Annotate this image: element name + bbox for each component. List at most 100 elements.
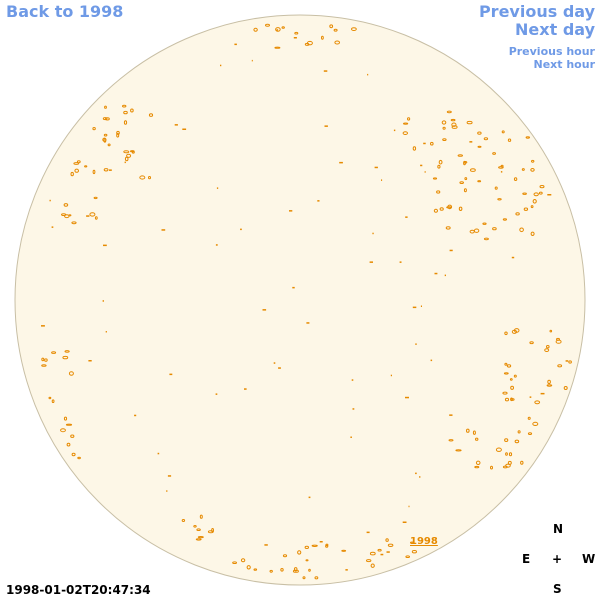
contour-mark bbox=[530, 205, 534, 209]
contour-mark bbox=[274, 46, 281, 49]
contour-mark bbox=[280, 568, 284, 572]
contour-mark bbox=[546, 345, 550, 349]
contour-mark bbox=[505, 452, 508, 456]
contour-mark bbox=[86, 215, 90, 217]
contour-mark bbox=[419, 476, 421, 478]
contour-mark bbox=[534, 400, 541, 405]
contour-mark bbox=[459, 181, 465, 185]
contour-mark bbox=[289, 210, 293, 212]
contour-mark bbox=[63, 203, 69, 207]
contour-mark bbox=[504, 331, 508, 336]
contour-mark bbox=[68, 371, 74, 376]
contour-mark bbox=[515, 212, 520, 216]
contour-mark bbox=[105, 117, 110, 121]
contour-mark bbox=[477, 131, 482, 135]
timestamp-label: 1998-01-02T20:47:34 bbox=[6, 583, 151, 597]
contour-mark bbox=[51, 399, 55, 404]
contour-mark bbox=[495, 447, 502, 452]
previous-day-link[interactable]: Previous day bbox=[478, 2, 595, 21]
contour-mark bbox=[215, 393, 218, 395]
contour-mark bbox=[412, 306, 417, 309]
contour-mark bbox=[269, 569, 273, 573]
previous-hour-link[interactable]: Previous hour bbox=[508, 45, 595, 58]
contour-mark bbox=[533, 192, 539, 197]
contour-mark bbox=[466, 428, 470, 433]
contour-mark bbox=[70, 171, 74, 177]
contour-mark bbox=[102, 300, 104, 302]
contour-mark bbox=[308, 496, 311, 499]
contour-mark bbox=[103, 133, 108, 137]
contour-mark bbox=[123, 120, 128, 125]
contour-mark bbox=[386, 551, 390, 553]
contour-mark bbox=[385, 538, 389, 542]
compass-center: + bbox=[552, 552, 563, 566]
contour-mark bbox=[60, 428, 66, 433]
contour-mark bbox=[408, 505, 410, 508]
contour-mark bbox=[475, 437, 479, 441]
contour-mark bbox=[530, 168, 535, 172]
contour-mark bbox=[293, 37, 297, 39]
contour-mark bbox=[381, 179, 383, 181]
contour-mark bbox=[446, 110, 452, 114]
contour-mark bbox=[390, 374, 392, 377]
contour-mark bbox=[92, 169, 96, 175]
contour-mark bbox=[94, 216, 98, 220]
contour-mark bbox=[264, 544, 268, 546]
contour-mark bbox=[366, 559, 372, 563]
contour-mark bbox=[41, 364, 47, 367]
contour-mark bbox=[451, 125, 458, 129]
contour-mark bbox=[447, 204, 453, 210]
contour-mark bbox=[161, 229, 166, 231]
next-day-link[interactable]: Next day bbox=[515, 20, 595, 39]
contour-mark bbox=[275, 27, 281, 32]
contour-mark bbox=[292, 569, 299, 573]
contour-mark bbox=[207, 530, 214, 534]
contour-mark bbox=[102, 117, 108, 121]
contour-mark bbox=[442, 138, 447, 142]
contour-mark bbox=[329, 24, 334, 29]
contour-mark bbox=[387, 543, 394, 547]
contour-mark bbox=[323, 70, 328, 72]
contour-mark bbox=[513, 177, 518, 182]
contour-mark bbox=[240, 558, 246, 563]
contour-mark bbox=[457, 154, 463, 157]
contour-mark bbox=[339, 161, 343, 164]
contour-mark bbox=[522, 192, 527, 195]
solar-disk bbox=[14, 14, 586, 586]
contour-mark bbox=[430, 359, 433, 362]
contour-mark bbox=[319, 541, 323, 543]
contour-mark bbox=[504, 397, 510, 402]
contour-mark bbox=[103, 168, 109, 172]
contour-mark bbox=[513, 374, 517, 378]
contour-mark bbox=[64, 350, 70, 353]
contour-mark bbox=[547, 194, 552, 196]
contour-mark bbox=[104, 105, 107, 109]
contour-mark bbox=[497, 198, 502, 201]
contour-mark bbox=[439, 207, 444, 211]
contour-mark bbox=[334, 40, 341, 45]
contour-mark bbox=[527, 416, 531, 420]
compass-east: E bbox=[522, 552, 531, 566]
contour-mark bbox=[350, 436, 352, 438]
contour-mark bbox=[511, 329, 518, 334]
contour-mark bbox=[436, 190, 441, 194]
contour-mark bbox=[325, 544, 329, 548]
contour-mark bbox=[538, 191, 543, 195]
contour-mark bbox=[393, 129, 396, 132]
contour-mark bbox=[130, 150, 135, 153]
contour-mark bbox=[92, 127, 96, 131]
contour-mark bbox=[519, 227, 524, 233]
contour-mark bbox=[448, 439, 454, 442]
contour-mark bbox=[511, 256, 515, 259]
contour-mark bbox=[372, 232, 374, 235]
contour-mark bbox=[514, 439, 520, 444]
contour-mark bbox=[415, 343, 417, 345]
contour-mark bbox=[197, 536, 204, 539]
contour-mark bbox=[411, 550, 417, 554]
next-hour-link[interactable]: Next hour bbox=[533, 58, 596, 71]
contour-mark bbox=[500, 164, 504, 168]
contour-mark bbox=[410, 541, 415, 544]
contour-mark bbox=[445, 226, 451, 230]
back-to-year-link[interactable]: Back to 1998 bbox=[6, 2, 124, 21]
year-link[interactable]: 1998 bbox=[410, 536, 438, 547]
